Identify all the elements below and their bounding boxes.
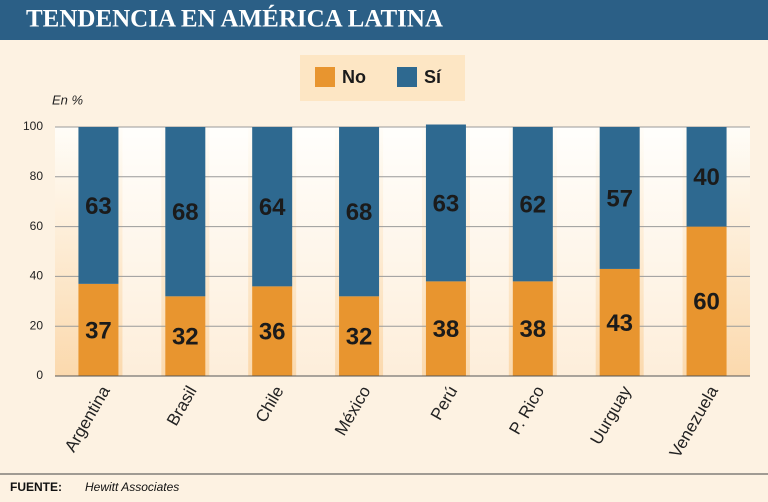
value-label: 62 <box>519 192 546 219</box>
y-tick-label: 100 <box>23 119 43 133</box>
value-label: 43 <box>606 310 633 337</box>
stripe <box>556 127 596 376</box>
chart-title: TENDENCIA EN AMÉRICA LATINA <box>26 5 443 33</box>
value-label: 68 <box>172 199 199 226</box>
value-label: 32 <box>172 324 199 351</box>
stripe <box>383 127 422 376</box>
stripe <box>122 127 162 376</box>
stripe <box>469 127 509 376</box>
value-label: 68 <box>346 199 373 226</box>
value-label: 38 <box>433 316 460 343</box>
value-label: 64 <box>259 194 286 221</box>
value-label: 36 <box>259 319 286 346</box>
stripe <box>643 127 683 376</box>
bar-segment <box>425 281 466 376</box>
value-label: 40 <box>693 164 720 191</box>
bar-segment <box>686 127 727 227</box>
value-label: 57 <box>606 185 633 212</box>
bar-segment <box>252 286 293 376</box>
bar-segment <box>339 296 380 376</box>
bar-segment <box>512 281 553 376</box>
legend-label: Sí <box>424 67 442 87</box>
stripe <box>296 127 336 376</box>
bar-segment <box>78 283 119 376</box>
value-label: 63 <box>85 193 112 220</box>
bar-segment <box>599 268 640 376</box>
bar-segment <box>599 127 640 269</box>
title-bar <box>0 0 768 40</box>
bar-segment <box>78 127 119 284</box>
bar-segment <box>252 127 293 287</box>
y-axis-label: En % <box>52 92 83 107</box>
value-label: 37 <box>85 317 112 344</box>
y-tick-label: 20 <box>30 318 44 332</box>
value-label: 60 <box>693 289 720 316</box>
bar-segment <box>165 127 206 297</box>
y-tick-label: 0 <box>36 368 43 382</box>
bar-segment <box>339 127 380 297</box>
value-label: 38 <box>519 316 546 343</box>
value-label: 32 <box>346 324 373 351</box>
legend-label: No <box>342 67 366 87</box>
source: Hewitt Associates <box>85 480 179 494</box>
value-label: 63 <box>433 190 460 217</box>
bar-segment <box>686 226 727 376</box>
legend-swatch <box>397 67 417 87</box>
stripe <box>209 127 249 376</box>
y-tick-label: 60 <box>30 219 44 233</box>
y-tick-label: 40 <box>30 269 44 283</box>
bar-segment <box>512 127 553 282</box>
y-tick-label: 80 <box>30 169 44 183</box>
legend-swatch <box>315 67 335 87</box>
bar-segment <box>165 296 206 376</box>
source-label: FUENTE: <box>10 480 62 494</box>
bar-segment <box>425 124 466 282</box>
